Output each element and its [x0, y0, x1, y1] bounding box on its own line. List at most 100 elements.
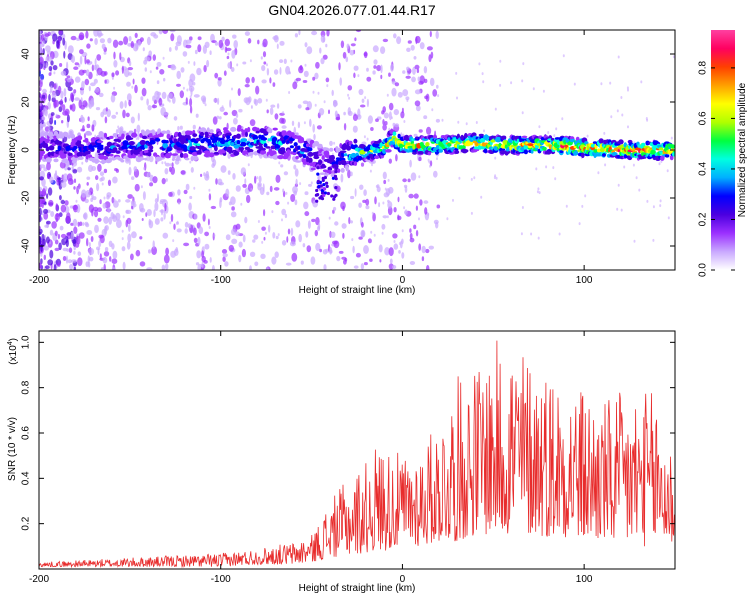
spectrogram-speckle: [168, 191, 173, 197]
spectrogram-speckle: [126, 81, 131, 87]
spectrogram-speckle: [142, 47, 145, 52]
spectrogram-speckle: [342, 232, 345, 239]
spectrogram-speckle: [244, 216, 248, 224]
spectrogram-speckle: [360, 162, 365, 167]
spectrogram-ridge-cell: [144, 157, 148, 161]
spectrogram-speckle: [318, 108, 325, 116]
spectrogram-speckle: [194, 49, 198, 55]
spectrogram-ridge-cell: [618, 139, 624, 145]
spectrogram-speckle: [235, 231, 241, 237]
spectrogram-speckle: [123, 68, 130, 78]
spectrogram-speckle: [169, 221, 172, 225]
spectrogram-ridge-cell: [253, 151, 258, 156]
spectrogram-speckle: [388, 102, 394, 111]
spectrogram-ridge-cell: [345, 166, 349, 172]
spectrogram-ridge-cell: [169, 152, 172, 157]
spectrogram-speckle: [165, 178, 168, 182]
spectrogram-speckle: [170, 33, 175, 42]
spectrogram-speckle: [405, 96, 410, 101]
spectrogram-speckle: [227, 152, 231, 159]
x-tick-label: -200: [29, 574, 49, 585]
spectrogram-ridge-cell: [341, 152, 344, 157]
spectrogram-speckle: [170, 132, 172, 136]
spectrogram-speckle: [57, 262, 61, 267]
spectrogram-speckle: [367, 238, 372, 244]
spectrogram-speckle: [421, 245, 426, 254]
colorbar-ticks: 0.0 0.2 0.4 0.6 0.8: [698, 61, 735, 277]
spectrogram-speckle: [39, 44, 42, 53]
spectrogram-speckle: [53, 71, 56, 75]
spectrogram-speckle: [414, 89, 421, 95]
spectrogram-ridge-cell: [265, 146, 271, 149]
spectrogram-speckle: [48, 94, 51, 102]
spectrogram-speckle: [88, 242, 91, 248]
spectrogram-speckle: [325, 77, 330, 83]
spectrogram-ridge-cell: [318, 196, 322, 200]
spectrogram-speckle: [186, 88, 189, 92]
spectrogram-speckle: [499, 59, 502, 63]
spectrogram-speckle: [369, 258, 373, 262]
spectrogram-speckle: [271, 256, 277, 265]
spectrogram-speckle: [633, 239, 636, 243]
spectrogram-speckle: [415, 205, 418, 211]
spectrogram-ridge-cell: [534, 136, 540, 139]
spectrogram-marks: [39, 30, 675, 270]
spectrogram-speckle: [66, 248, 70, 252]
spectrogram-speckle: [211, 265, 215, 270]
spectrogram-speckle: [305, 107, 310, 111]
y-tick-label: 20: [21, 96, 32, 108]
spectrogram-speckle: [50, 112, 55, 116]
spectrogram-speckle: [342, 205, 345, 212]
spectrogram-speckle: [232, 173, 236, 180]
spectrogram-speckle: [350, 171, 353, 177]
spectrogram-speckle: [345, 56, 349, 63]
spectrogram-speckle: [43, 167, 48, 172]
spectrogram-speckle: [99, 171, 105, 176]
spectrogram-speckle: [60, 70, 67, 76]
spectrogram-ridge-cell: [359, 144, 365, 147]
spectrogram-ridge-cell: [334, 186, 338, 190]
spectrogram-speckle: [128, 72, 132, 76]
spectrogram-ridge-cell: [519, 138, 526, 142]
spectrogram-speckle: [69, 105, 73, 111]
spectrogram-speckle: [341, 223, 347, 229]
spectrogram-speckle: [77, 221, 80, 227]
spectrogram-ridge-cell: [672, 152, 675, 157]
spectrogram-speckle: [88, 85, 91, 92]
spectrogram-speckle: [310, 181, 313, 185]
colorbar-tick-label: 0.2: [698, 212, 709, 226]
spectrogram-speckle: [91, 166, 97, 171]
spectrogram-speckle: [164, 168, 169, 175]
spectrogram-speckle: [139, 203, 144, 212]
spectrogram-speckle: [652, 238, 655, 242]
spectrogram-speckle: [262, 51, 267, 58]
spectrogram-speckle: [262, 183, 265, 192]
spectrogram-speckle: [84, 78, 90, 86]
spectrogram-ridge-cell: [58, 133, 64, 139]
spectrogram-speckle: [348, 96, 351, 100]
spectrogram-speckle: [256, 176, 259, 180]
spectrogram-ridge-cell: [493, 145, 499, 151]
spectrogram-speckle: [127, 67, 134, 71]
spectrogram-speckle: [111, 114, 117, 119]
spectrogram-speckle: [147, 171, 151, 177]
spectrogram-speckle: [176, 220, 179, 224]
spectrogram-speckle: [290, 227, 294, 236]
spectrogram-speckle: [283, 171, 289, 176]
spectrogram-speckle: [315, 61, 320, 69]
spectrogram-speckle: [405, 75, 411, 79]
spectrogram-speckle: [148, 249, 151, 254]
spectrogram-speckle: [285, 65, 291, 75]
spectrogram-speckle: [189, 95, 192, 99]
spectrogram-speckle: [456, 96, 458, 100]
spectrogram-speckle: [418, 243, 422, 251]
spectrogram-speckle: [165, 247, 170, 256]
spectrogram-ridge-cell: [502, 135, 507, 140]
spectrogram-speckle: [60, 181, 67, 188]
spectrogram-speckle: [328, 109, 330, 115]
spectrogram-ridge-cell: [392, 131, 397, 136]
spectrogram-speckle: [224, 261, 229, 267]
spectrogram-speckle: [90, 98, 94, 106]
spectrogram-speckle: [403, 120, 406, 123]
spectrogram-speckle: [361, 230, 365, 238]
